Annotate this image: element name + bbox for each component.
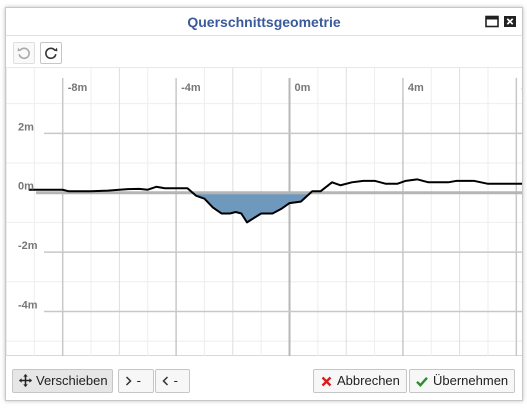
undo-icon	[17, 47, 30, 60]
redo-button[interactable]	[40, 42, 62, 64]
redo-icon	[45, 47, 58, 60]
chevron-right-icon	[124, 373, 137, 388]
previous-button[interactable]: -	[155, 369, 190, 393]
undo-button[interactable]	[13, 42, 35, 64]
chevron-left-icon	[161, 373, 174, 388]
window-close-icon[interactable]	[503, 15, 517, 28]
next-button[interactable]: -	[118, 369, 154, 393]
checkmark-icon	[415, 370, 429, 392]
y-tick-label: -4m	[18, 299, 38, 311]
x-tick-label: 8	[521, 82, 522, 94]
window-maximize-icon[interactable]	[485, 15, 499, 28]
dialog-toolbar	[6, 37, 522, 68]
cross-section-chart[interactable]: -8m -4m 0m 4m 8 2m 0m -2m -4m	[5, 68, 527, 356]
dialog-title: Querschnittsgeometrie	[187, 14, 341, 30]
y-tick-label: -2m	[18, 240, 38, 252]
move-button[interactable]: Verschieben	[12, 369, 113, 393]
move-label: Verschieben	[36, 373, 108, 388]
cross-section-dialog: Querschnittsgeometrie -8m -4m 0m 4m 8 2m 0m -2m…	[5, 7, 527, 401]
x-tick-label: 4m	[408, 82, 424, 94]
dialog-titlebar[interactable]: Querschnittsgeometrie	[6, 8, 522, 36]
y-tick-label: 2m	[18, 121, 34, 133]
cross-icon	[319, 370, 333, 392]
previous-label: -	[173, 373, 178, 388]
chart-svg: -8m -4m 0m 4m 8 2m 0m -2m -4m	[5, 68, 527, 356]
terrain-profile-line	[28, 178, 522, 224]
apply-button[interactable]: Übernehmen	[409, 369, 515, 393]
apply-label: Übernehmen	[433, 373, 509, 388]
x-tick-label: -4m	[181, 82, 201, 94]
y-tick-label: 0m	[18, 181, 34, 193]
cancel-label: Abbrechen	[337, 373, 400, 388]
cancel-button[interactable]: Abbrechen	[313, 369, 407, 393]
cut-area	[192, 192, 311, 223]
x-tick-label: 0m	[295, 82, 311, 94]
x-tick-label: -8m	[68, 82, 88, 94]
next-label: -	[136, 373, 141, 388]
move-arrows-icon	[18, 370, 32, 392]
dialog-footer: Verschieben - - Abbrechen Übernehmen	[6, 369, 522, 395]
